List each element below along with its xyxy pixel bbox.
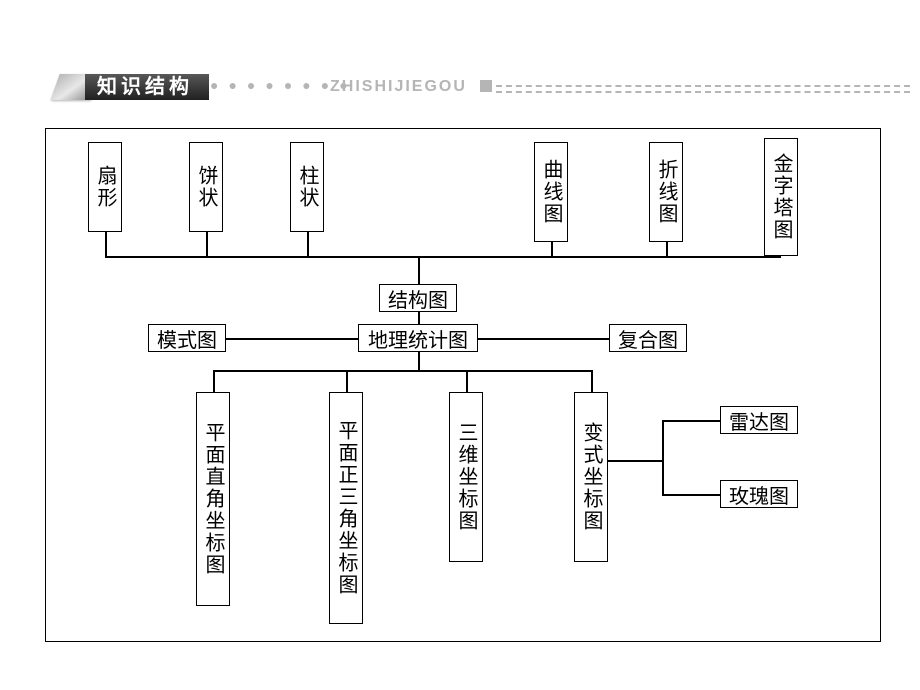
node-dilitu: 地理统计图 <box>358 324 478 352</box>
connector-line <box>478 338 610 340</box>
connector-line <box>662 420 664 494</box>
node-moshitu: 模式图 <box>148 324 226 352</box>
node-jiegoutu: 结构图 <box>379 284 457 312</box>
node-bianshi: 变式坐标图 <box>574 392 608 562</box>
diagram-outer-frame <box>45 128 881 642</box>
connector-line <box>551 242 553 256</box>
node-sanwei: 三维坐标图 <box>449 392 483 562</box>
connector-line <box>666 242 668 256</box>
node-fuhetu: 复合图 <box>609 324 687 352</box>
connector-line <box>226 338 358 340</box>
connector-line <box>213 370 215 392</box>
diagram-stage: 扇形饼状柱状 曲线图 折线图 金字塔图结构图模式图 地理统计图 复合图平面直角坐标图 平面正… <box>0 0 920 690</box>
connector-line <box>466 370 468 392</box>
node-bingzhuang: 饼状 <box>189 142 223 232</box>
node-meiguitu: 玫瑰图 <box>720 480 798 508</box>
node-shanxing: 扇形 <box>88 142 122 232</box>
connector-line <box>608 460 662 462</box>
connector-line <box>591 370 593 392</box>
connector-line <box>418 312 420 324</box>
connector-line <box>662 494 720 496</box>
connector-line <box>418 256 420 284</box>
connector-line <box>105 232 107 256</box>
connector-line <box>662 420 720 422</box>
node-jinzitatu: 金字塔图 <box>764 138 798 256</box>
connector-line <box>307 232 309 256</box>
connector-line <box>418 352 420 370</box>
connector-line <box>213 370 591 372</box>
node-leidatu: 雷达图 <box>720 406 798 434</box>
connector-line <box>346 370 348 392</box>
node-pmzj: 平面直角坐标图 <box>196 392 230 606</box>
node-pmzs: 平面正三角坐标图 <box>329 392 363 624</box>
connector-line <box>105 256 781 258</box>
connector-line <box>206 232 208 256</box>
node-quxiantu: 曲线图 <box>534 142 568 242</box>
node-zhexiantu: 折线图 <box>649 142 683 242</box>
node-zhuzhuang: 柱状 <box>290 142 324 232</box>
